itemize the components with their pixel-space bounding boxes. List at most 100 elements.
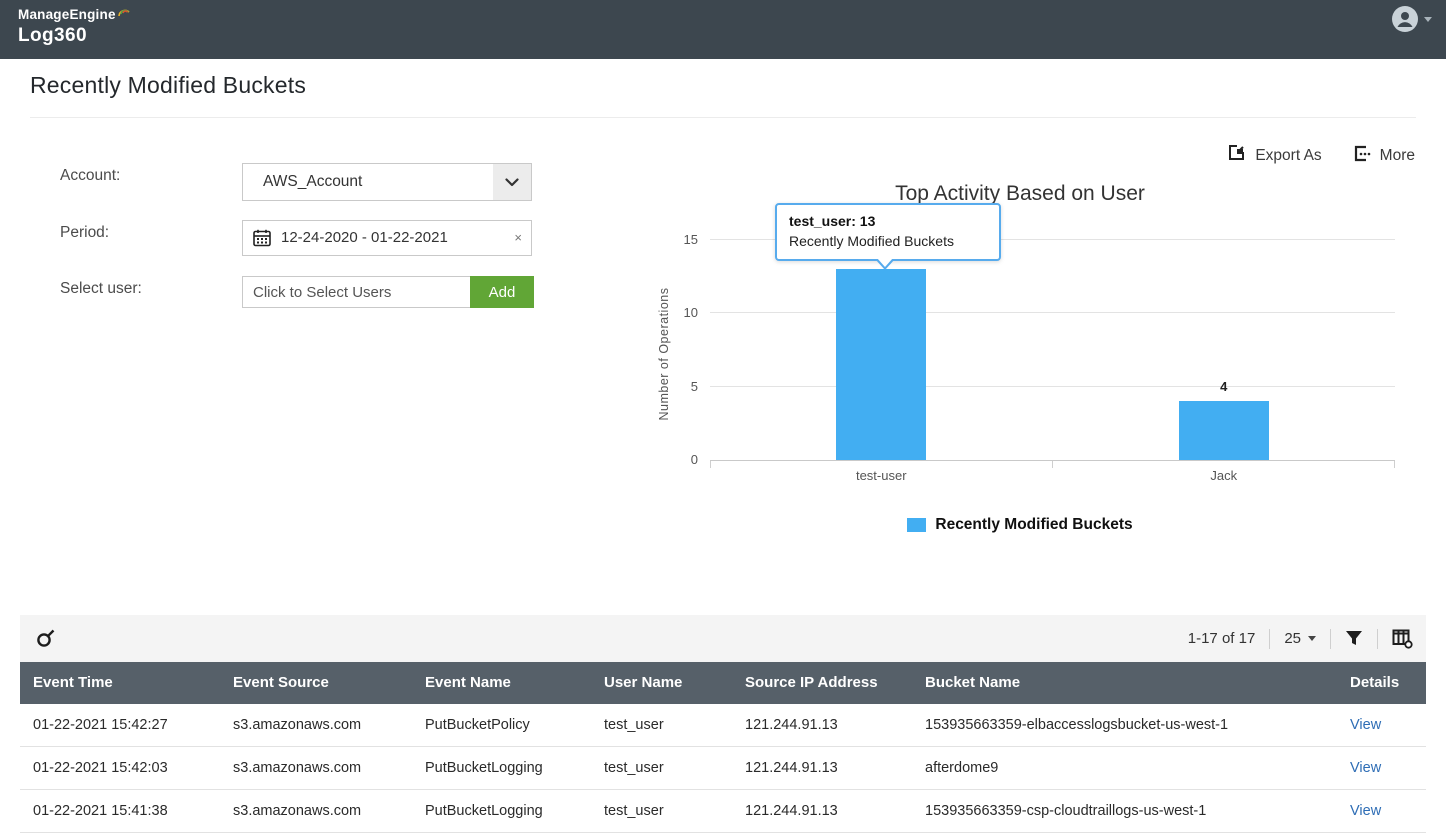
column-header-event-name[interactable]: Event Name	[425, 674, 511, 691]
calendar-icon	[253, 229, 271, 252]
x-axis-category-label: test-user	[855, 468, 907, 483]
chart-x-labels: test-user Jack	[710, 468, 1395, 483]
cell-event-name: PutBucketLogging	[425, 760, 543, 776]
pagination-range: 1-17 of 17	[1187, 630, 1256, 647]
cell-source-ip: 121.244.91.13	[745, 803, 838, 819]
toolbar-divider	[1269, 628, 1271, 649]
column-settings-icon[interactable]	[1392, 629, 1414, 649]
select-users-input[interactable]	[242, 276, 470, 308]
cell-event-time: 01-22-2021 15:42:03	[33, 760, 168, 776]
tooltip-title: test_user: 13	[789, 213, 876, 229]
tooltip-subtitle: Recently Modified Buckets	[789, 233, 954, 249]
cell-event-name: PutBucketLogging	[425, 803, 543, 819]
cell-user-name: test_user	[604, 717, 664, 733]
select-user-label: Select user:	[60, 280, 142, 297]
table-header-row: Event Time Event Source Event Name User …	[20, 662, 1426, 704]
y-axis-tick-label: 10	[683, 305, 698, 321]
brand-logo: ManageEngine Log360	[18, 7, 130, 46]
period-value: 12-24-2020 - 01-22-2021	[281, 229, 448, 246]
y-axis-tick-label: 5	[690, 378, 698, 394]
page-title: Recently Modified Buckets	[30, 72, 307, 98]
add-user-button[interactable]: Add	[470, 276, 534, 308]
cell-event-time: 01-22-2021 15:42:27	[33, 717, 168, 733]
cell-event-source: s3.amazonaws.com	[233, 717, 362, 733]
chevron-down-icon	[1308, 636, 1316, 641]
y-axis-tick-label: 0	[690, 452, 698, 467]
clear-period-icon[interactable]: ×	[514, 230, 522, 245]
more-icon	[1354, 145, 1371, 167]
bar-value-label: 4	[1220, 379, 1228, 395]
toolbar-divider	[1377, 628, 1378, 649]
table-row: 01-22-2021 15:42:27 s3.amazonaws.com Put…	[20, 704, 1426, 747]
chart-legend: Recently Modified Buckets	[640, 516, 1400, 534]
cell-bucket-name: afterdome9	[925, 760, 999, 776]
brand-manageengine: ManageEngine	[18, 7, 130, 25]
table-row: 01-22-2021 15:42:03 s3.amazonaws.com Put…	[20, 747, 1426, 790]
column-header-source-ip[interactable]: Source IP Address	[745, 674, 878, 691]
account-select-value: AWS_Account	[263, 173, 363, 190]
column-header-event-time[interactable]: Event Time	[33, 674, 113, 691]
cell-event-time: 01-22-2021 15:41:38	[33, 803, 168, 819]
brand-log360: Log360	[18, 24, 87, 46]
column-header-user-name[interactable]: User Name	[604, 674, 683, 691]
x-axis-category-label: Jack	[1210, 468, 1238, 483]
cell-source-ip: 121.244.91.13	[745, 760, 838, 776]
export-as-button[interactable]: Export As	[1228, 144, 1322, 167]
chart-actions: Export As More	[1228, 144, 1415, 167]
cell-bucket-name: 153935663359-elbaccesslogsbucket-us-west…	[925, 717, 1229, 733]
user-menu[interactable]	[1392, 6, 1432, 32]
page-size-value: 25	[1284, 630, 1301, 647]
cell-user-name: test_user	[604, 803, 664, 819]
legend-swatch	[907, 518, 927, 532]
chart-bar-test-user[interactable]	[836, 269, 927, 460]
column-header-event-source[interactable]: Event Source	[233, 674, 329, 691]
chevron-down-icon[interactable]	[493, 164, 531, 200]
column-header-bucket-name[interactable]: Bucket Name	[925, 674, 1021, 691]
account-label: Account:	[60, 167, 121, 184]
chart-title: Top Activity Based on User	[895, 182, 1145, 205]
page-size-dropdown[interactable]: 25	[1284, 630, 1316, 647]
table-row: 01-22-2021 15:41:38 s3.amazonaws.com Put…	[20, 790, 1426, 833]
table-toolbar-right: 1-17 of 17 25	[1188, 615, 1414, 662]
x-axis-tick	[1052, 461, 1395, 468]
chart-tooltip: test_user: 13 Recently Modified Buckets	[775, 203, 1001, 270]
filter-funnel-icon[interactable]	[1345, 630, 1363, 647]
y-axis-tick-label: 15	[683, 232, 698, 247]
chart-x-axis	[710, 461, 1395, 487]
period-datepicker[interactable]: 12-24-2020 - 01-22-2021 ×	[242, 220, 532, 256]
account-select[interactable]: AWS_Account	[242, 163, 532, 201]
bar-chart: Top Activity Based on User Number of Ope…	[640, 180, 1400, 560]
brand-text: ManageEngine	[18, 7, 116, 22]
title-divider	[30, 117, 1416, 118]
export-icon	[1228, 144, 1246, 167]
period-label: Period:	[60, 224, 110, 241]
cell-source-ip: 121.244.91.13	[745, 717, 838, 733]
cell-event-source: s3.amazonaws.com	[233, 803, 362, 819]
cell-bucket-name: 153935663359-csp-cloudtraillogs-us-west-…	[925, 803, 1207, 819]
app-header: ManageEngine Log360	[0, 0, 1446, 59]
chart-plot: 134	[710, 233, 1395, 461]
chart-y-axis-label: Number of Operations	[657, 287, 671, 421]
brand-swoosh-icon	[117, 7, 130, 25]
search-icon[interactable]	[35, 627, 57, 654]
toolbar-divider	[1330, 628, 1331, 649]
column-header-details[interactable]: Details	[1350, 674, 1400, 691]
export-as-label: Export As	[1255, 146, 1322, 164]
chart-bar-Jack[interactable]	[1178, 401, 1269, 460]
chart-gridline	[710, 312, 1395, 314]
view-details-link[interactable]: View	[1350, 803, 1382, 819]
chart-gridline	[710, 385, 1395, 387]
legend-label: Recently Modified Buckets	[935, 516, 1133, 533]
cell-user-name: test_user	[604, 760, 664, 776]
view-details-link[interactable]: View	[1350, 760, 1382, 776]
tooltip-arrow	[877, 258, 893, 267]
user-avatar-icon[interactable]	[1392, 6, 1418, 32]
cell-event-source: s3.amazonaws.com	[233, 760, 362, 776]
view-details-link[interactable]: View	[1350, 717, 1382, 733]
chart-gridline	[710, 239, 1395, 240]
more-label: More	[1379, 146, 1415, 164]
chevron-down-icon	[1424, 16, 1432, 22]
table-toolbar: 1-17 of 17 25	[20, 615, 1426, 662]
more-button[interactable]: More	[1354, 144, 1415, 167]
cell-event-name: PutBucketPolicy	[425, 717, 530, 733]
